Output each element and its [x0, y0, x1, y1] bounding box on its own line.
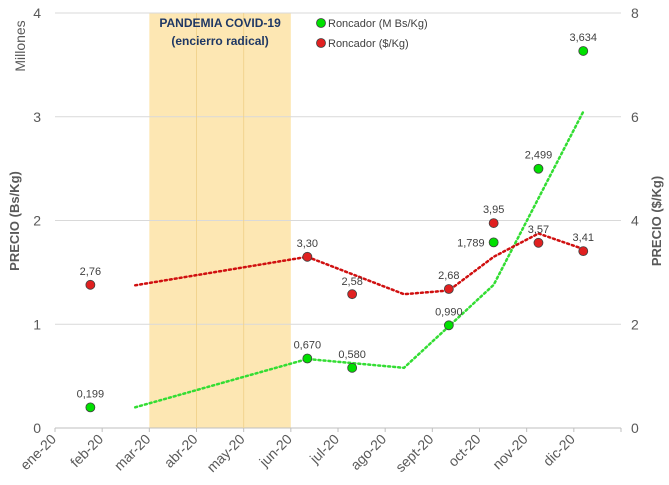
x-tick-label: ene-20	[17, 431, 59, 473]
legend-label: Roncador (M Bs/Kg)	[328, 18, 428, 30]
pandemic-annotation-title: PANDEMIA COVID-19	[159, 16, 281, 30]
x-tick-label: may-20	[203, 431, 247, 475]
right-axis-title: PRECIO ($/Kg)	[649, 176, 664, 266]
trendline-series-0	[133, 110, 585, 409]
left-tick-label: 0	[33, 420, 41, 436]
data-point-series-1	[347, 289, 358, 300]
data-label: 2,76	[80, 266, 101, 278]
x-tick-label: sept-20	[392, 431, 436, 475]
data-point-series-0	[347, 362, 358, 373]
data-label: 3,95	[483, 204, 504, 216]
left-axis-ticks: 0 1 2 3 4	[33, 5, 41, 436]
x-tick-label: dic-20	[540, 431, 578, 469]
data-point-series-0	[302, 353, 313, 364]
x-tick-label: nov-20	[489, 431, 531, 473]
data-point-series-1	[578, 246, 589, 257]
data-label: 2,68	[438, 270, 459, 282]
left-tick-label: 3	[33, 109, 41, 125]
legend: Roncador (M Bs/Kg) Roncador ($/Kg)	[316, 18, 428, 50]
left-axis-multiplier: Millones	[12, 20, 28, 71]
data-point-series-1	[302, 251, 313, 262]
data-label: 1,789	[457, 237, 485, 249]
data-point-series-1	[533, 237, 544, 248]
data-point-series-0	[488, 237, 499, 248]
data-point-series-0	[443, 320, 454, 331]
data-label: 0,990	[435, 306, 463, 318]
data-label: 0,670	[294, 339, 322, 351]
right-tick-label: 4	[631, 213, 639, 229]
x-tick-label: jun-20	[255, 431, 295, 471]
data-points	[85, 46, 589, 413]
data-point-series-0	[533, 163, 544, 174]
data-label: 2,58	[341, 276, 362, 288]
left-tick-label: 4	[33, 5, 41, 21]
gridlines	[55, 12, 621, 429]
data-label: 0,199	[77, 388, 105, 400]
x-tick-label: ago-20	[347, 431, 389, 473]
data-point-series-0	[85, 402, 96, 413]
data-labels: 0,199 0,670 0,580 0,990 1,789 2,499 3,634 2,76 3…	[77, 32, 597, 400]
right-tick-label: 8	[631, 5, 639, 21]
left-axis-title: PRECIO (Bs/Kg)	[7, 171, 22, 271]
right-axis-ticks: 0 2 4 6 8	[631, 5, 639, 436]
data-point-series-1	[488, 218, 499, 228]
data-label: 3,41	[573, 232, 594, 244]
data-label: 3,634	[570, 32, 598, 44]
x-tick-label: abr-20	[161, 431, 201, 471]
x-axis-ticks: ene-20 feb-20 mar-20 abr-20 may-20 jun-20 jul-…	[17, 431, 578, 475]
x-tick-label: jul-20	[306, 431, 342, 467]
data-label: 3,30	[297, 238, 318, 250]
data-label: 3,57	[528, 224, 549, 236]
data-point-series-0	[578, 46, 589, 56]
data-label: 2,499	[525, 150, 553, 162]
right-tick-label: 0	[631, 420, 639, 436]
left-tick-label: 1	[33, 316, 41, 332]
x-tick-label: oct-20	[445, 431, 484, 470]
month-dividers	[54, 13, 622, 432]
x-tick-label: mar-20	[111, 431, 154, 474]
legend-marker	[316, 38, 326, 48]
left-tick-label: 2	[33, 213, 41, 229]
data-point-series-1	[443, 284, 454, 294]
x-tick-label: feb-20	[67, 431, 107, 471]
legend-marker	[316, 18, 326, 28]
legend-label: Roncador ($/Kg)	[328, 38, 409, 50]
data-point-series-1	[85, 279, 96, 290]
data-label: 0,580	[338, 349, 366, 361]
right-tick-label: 6	[631, 109, 639, 125]
pandemic-annotation-subtitle: (encierro radical)	[171, 34, 268, 48]
right-tick-label: 2	[631, 316, 639, 332]
